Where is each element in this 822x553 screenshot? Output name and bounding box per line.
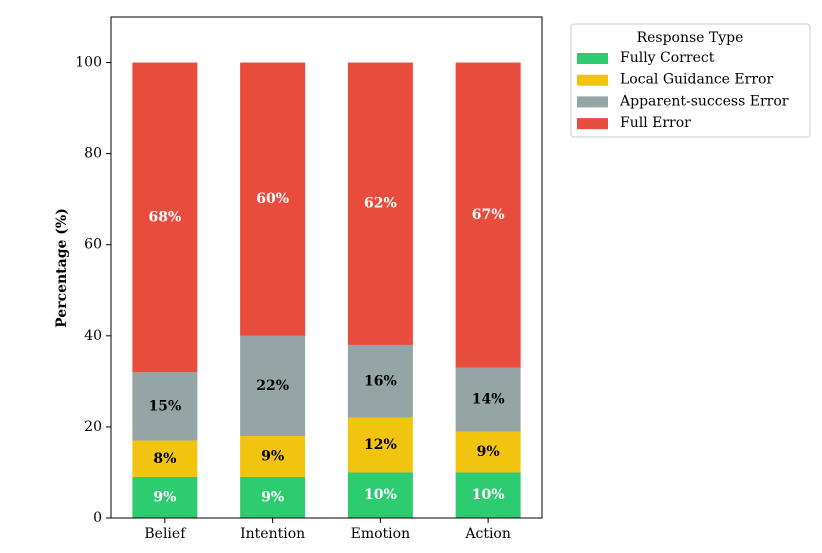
data-label-belief-local-guidance-error: 8% — [153, 451, 176, 467]
bar-belief-local-guidance-error — [132, 440, 198, 478]
bar-belief-fully-correct — [132, 477, 198, 518]
y-tick-label: 0 — [93, 510, 102, 526]
x-tick-label-intention: Intention — [240, 526, 305, 542]
legend-swatch-local-guidance-error — [577, 74, 608, 86]
data-label-action-full-error: 67% — [472, 207, 505, 223]
data-label-action-fully-correct: 10% — [472, 487, 505, 503]
data-label-emotion-local-guidance-error: 12% — [364, 437, 397, 453]
data-label-emotion-full-error: 62% — [364, 196, 397, 212]
bar-intention-apparent-success-error — [240, 335, 306, 437]
y-tick-label: 80 — [84, 146, 102, 162]
legend: Response Type Fully Correct Local Guidanc… — [570, 23, 811, 138]
x-tick-label-belief: Belief — [144, 526, 187, 542]
data-label-intention-full-error: 60% — [256, 191, 289, 207]
bars-group — [132, 62, 521, 518]
legend-title: Response Type — [637, 30, 744, 46]
legend-swatch-full-error — [577, 118, 608, 130]
bar-action-fully-correct — [455, 472, 521, 518]
bar-intention-full-error — [240, 62, 306, 336]
legend-swatch-fully-correct — [577, 53, 608, 64]
bar-emotion-local-guidance-error — [347, 417, 413, 473]
legend-box — [570, 23, 811, 138]
bar-intention-local-guidance-error — [240, 436, 306, 478]
data-label-intention-apparent-success-error: 22% — [256, 378, 289, 394]
y-axis-title: Percentage (%) — [54, 208, 70, 328]
legend-label-local-guidance-error: Local Guidance Error — [620, 72, 773, 88]
bar-emotion-full-error — [347, 62, 413, 345]
legend-label-fully-correct: Fully Correct — [620, 50, 715, 66]
legend-label-full-error: Full Error — [620, 115, 691, 131]
data-label-intention-fully-correct: 9% — [261, 490, 284, 506]
bar-emotion-apparent-success-error — [347, 344, 413, 418]
data-label-belief-full-error: 68% — [148, 209, 181, 225]
bar-action-full-error — [455, 62, 521, 368]
data-label-intention-local-guidance-error: 9% — [261, 449, 284, 465]
y-tick-label: 20 — [84, 419, 102, 435]
y-axis: 0 20 40 60 80 100 — [75, 55, 111, 526]
bar-intention-fully-correct — [240, 477, 306, 518]
legend-label-apparent-success-error: Apparent-success Error — [619, 93, 789, 109]
legend-swatch-apparent-success-error — [577, 96, 608, 108]
bar-belief-full-error — [132, 62, 198, 373]
x-tick-label-action: Action — [464, 526, 511, 542]
segment-labels-group: 9% 8% 15% 68% 9% 9% 22% 60% 10% 12% 16% 62% 10% 9% 14%… — [148, 191, 504, 505]
y-tick-label: 60 — [84, 237, 102, 253]
data-label-belief-apparent-success-error: 15% — [148, 398, 181, 414]
legend-items: Fully Correct Local Guidance Error Apparen… — [577, 50, 789, 131]
bar-emotion-fully-correct — [347, 472, 413, 518]
x-axis: Belief Intention Emotion Action — [144, 518, 511, 542]
y-tick-label: 40 — [84, 328, 102, 344]
x-tick-label-emotion: Emotion — [351, 526, 410, 542]
data-label-action-local-guidance-error: 9% — [477, 444, 500, 460]
bar-belief-apparent-success-error — [132, 372, 198, 441]
data-label-emotion-apparent-success-error: 16% — [364, 373, 397, 389]
y-tick-label: 100 — [75, 55, 102, 71]
data-label-action-apparent-success-error: 14% — [472, 392, 505, 408]
data-label-belief-fully-correct: 9% — [153, 490, 176, 506]
bar-action-local-guidance-error — [455, 431, 521, 473]
bar-action-apparent-success-error — [455, 367, 521, 432]
data-label-emotion-fully-correct: 10% — [364, 487, 397, 503]
plot-frame — [110, 16, 543, 519]
